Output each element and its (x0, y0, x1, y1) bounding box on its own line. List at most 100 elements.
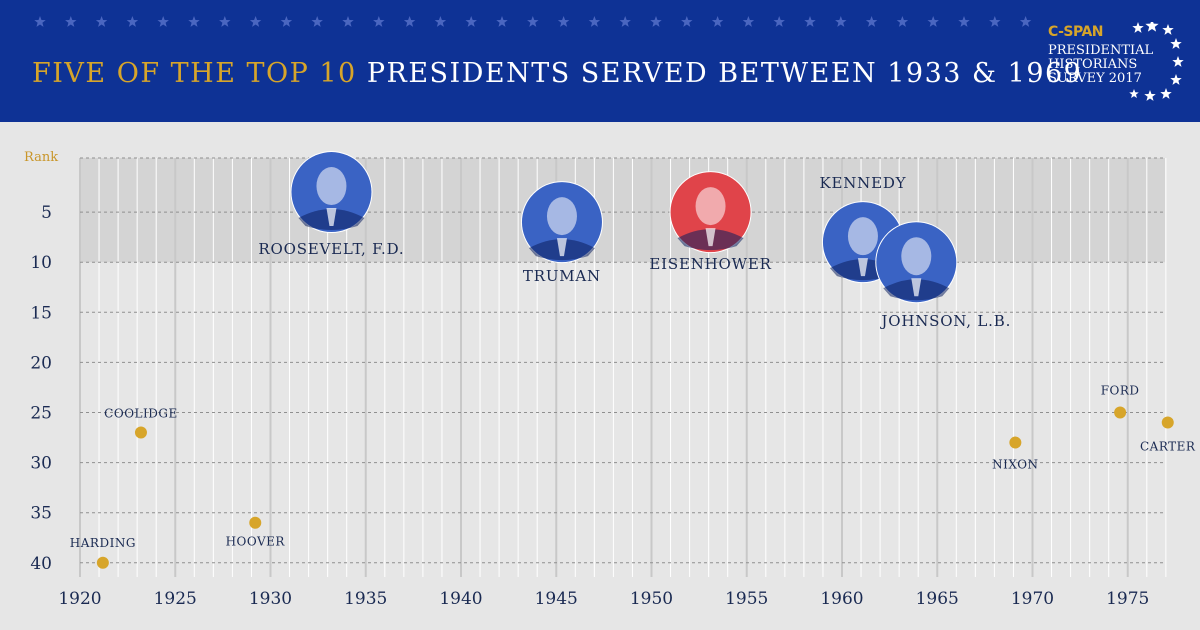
banner-star-icon (588, 16, 601, 27)
president-label: ROOSEVELT, F.D. (258, 240, 404, 258)
y-tick-label: 5 (41, 203, 52, 223)
portrait-collar-icon (705, 228, 716, 247)
title-rest: PRESIDENTS SERVED BETWEEN 1933 & 1969 (366, 58, 1083, 89)
banner-star-icon (557, 16, 570, 27)
president-label: COOLIDGE (104, 407, 178, 421)
president-point: ROOSEVELT, F.D. (258, 151, 404, 258)
logo-star-icon (1132, 22, 1144, 33)
portrait-face-icon (546, 197, 577, 236)
banner-star-icon (681, 16, 693, 27)
rank-dot (134, 426, 147, 439)
logo-star-icon (1160, 88, 1172, 99)
president-label: FORD (1101, 384, 1140, 398)
banner-star-icon (1019, 16, 1032, 27)
portrait-face-icon (901, 237, 932, 276)
banner-star-icon (742, 16, 755, 27)
president-point: COOLIDGE (104, 407, 178, 439)
president-point: EISENHOWER (649, 171, 771, 273)
portrait-collar-icon (911, 278, 922, 297)
x-tick-label: 1930 (249, 589, 292, 609)
president-point: TRUMAN (520, 181, 603, 285)
banner-star-icon (434, 16, 447, 27)
x-tick-label: 1955 (725, 589, 768, 609)
rank-dot (1161, 416, 1174, 429)
top-10-band (80, 158, 1165, 263)
banner-star-icon (958, 16, 970, 27)
banner-star-icon (373, 16, 385, 27)
banner-star-icon (804, 16, 816, 27)
logo-line-3: SURVEY 2017 (1048, 71, 1142, 86)
rank-dot (249, 516, 262, 529)
logo-brand: C-SPAN (1048, 24, 1104, 40)
y-axis-label: Rank (24, 150, 58, 165)
banner-star-icon (865, 16, 878, 27)
rank-dot (1009, 436, 1022, 449)
logo-star-icon (1170, 38, 1182, 49)
president-points: HARDING COOLIDGE HOOVER ROOSEVELT, F.D. TRUM… (70, 151, 1196, 569)
president-point: HARDING (70, 536, 136, 569)
portrait-face-icon (316, 167, 347, 206)
logo-line-1: PRESIDENTIAL (1048, 43, 1154, 58)
x-tick-label: 1940 (439, 589, 482, 609)
president-label: HARDING (70, 536, 136, 550)
logo-line-2: HISTORIANS (1048, 57, 1138, 72)
president-label: JOHNSON, L.B. (879, 312, 1011, 330)
banner-star-icon (403, 16, 416, 27)
president-point: NIXON (992, 436, 1038, 472)
banner-star-icon (249, 16, 262, 27)
banner-star-icon (773, 16, 785, 27)
banner-star-icon (711, 16, 724, 27)
banner-star-icon (896, 16, 909, 27)
chart-grid (79, 157, 1167, 577)
chart-title: FIVE OF THE TOP 10 PRESIDENTS SERVED BET… (32, 58, 1082, 89)
logo-star-icon (1144, 90, 1156, 101)
president-label: NIXON (992, 458, 1038, 472)
logo-star-icon (1129, 89, 1139, 99)
y-tick-label: 10 (30, 253, 52, 273)
banner-star-icon (65, 16, 77, 27)
x-tick-label: 1970 (1011, 589, 1054, 609)
x-tick-label: 1965 (916, 589, 959, 609)
president-point: CARTER (1140, 416, 1196, 454)
banner-star-icon (650, 16, 662, 27)
banner-star-icon (219, 16, 231, 27)
banner-star-icon (342, 16, 354, 27)
portrait-collar-icon (556, 238, 567, 257)
logo-star-icon (1145, 22, 1159, 32)
president-label: HOOVER (226, 535, 286, 549)
president-label: TRUMAN (523, 267, 601, 285)
banner-star-icon (157, 16, 169, 27)
president-point: JOHNSON, L.B. (875, 221, 1011, 330)
president-point: HOOVER (226, 516, 286, 549)
banner-star-icon (95, 16, 108, 27)
axis-ticks: 1920 1925 1930 1935 1940 1945 1950 1955 1960 1965… (30, 203, 1149, 609)
banner-star-icon (496, 16, 508, 27)
x-tick-label: 1935 (344, 589, 387, 609)
banner-star-icon (619, 16, 631, 27)
banner-star-icon (311, 16, 323, 27)
portrait-face-icon (847, 217, 878, 256)
title-highlight: FIVE OF THE TOP 10 (32, 58, 357, 89)
logo-star-icon (1170, 74, 1182, 85)
x-tick-label: 1960 (820, 589, 863, 609)
banner-star-icon (527, 16, 539, 27)
x-tick-label: 1950 (630, 589, 673, 609)
x-tick-label: 1975 (1106, 589, 1149, 609)
cspan-survey-logo: C-SPAN PRESIDENTIAL HISTORIANS SURVEY 20… (1046, 22, 1186, 112)
banner-star-icon (989, 16, 1001, 27)
portrait-collar-icon (326, 208, 337, 227)
x-tick-label: 1945 (535, 589, 578, 609)
portrait-collar-icon (857, 258, 868, 277)
logo-star-icon (1172, 56, 1184, 67)
banner-star-icon (188, 16, 200, 27)
y-tick-label: 40 (30, 554, 52, 574)
logo-star-icon (1162, 24, 1174, 35)
banner-star-icon (927, 16, 939, 27)
x-tick-label: 1925 (154, 589, 197, 609)
logo-stars-icon (1129, 22, 1184, 101)
y-tick-label: 35 (30, 504, 52, 524)
banner-star-icon (835, 16, 847, 27)
president-label: CARTER (1140, 440, 1196, 454)
